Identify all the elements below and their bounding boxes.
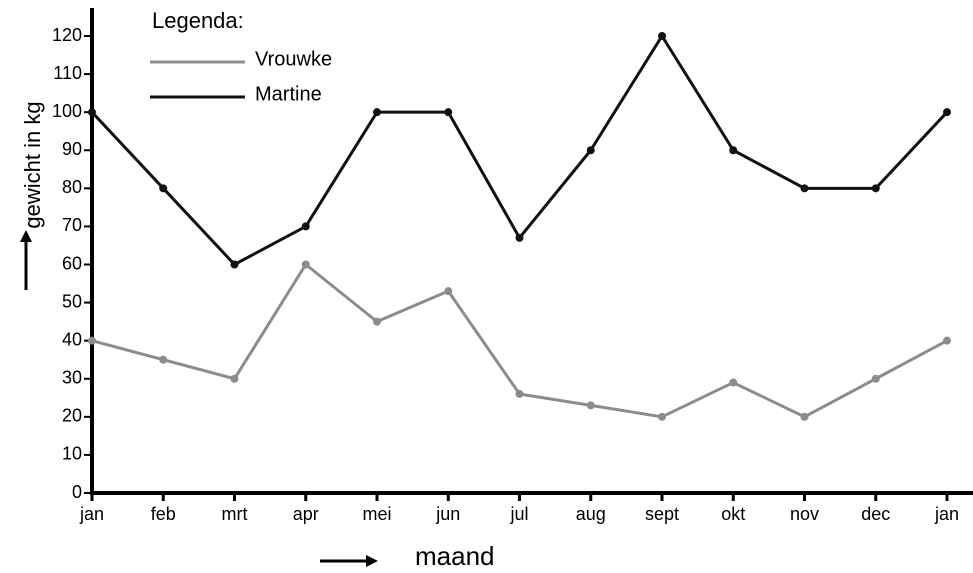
data-point: [444, 287, 453, 296]
y-tick-label: 70: [62, 215, 82, 235]
series-line: [90, 34, 949, 266]
x-tick-label: feb: [151, 504, 176, 524]
x-axis-label: maand: [415, 541, 495, 571]
x-tick-label: jan: [79, 504, 104, 524]
legend-title: Legenda:: [152, 8, 244, 33]
x-tick-label: okt: [721, 504, 745, 524]
data-point: [871, 184, 880, 193]
x-tick-label: sept: [645, 504, 679, 524]
data-point: [871, 374, 880, 383]
data-point: [444, 108, 453, 117]
x-tick-label: jun: [435, 504, 460, 524]
y-arrow-head: [20, 230, 32, 242]
x-arrow-head: [366, 555, 378, 567]
x-tick-label: mrt: [222, 504, 248, 524]
y-tick-label: 120: [52, 25, 82, 45]
y-label-group: gewicht in kg: [20, 101, 45, 228]
data-point: [943, 108, 951, 117]
data-point: [301, 222, 310, 231]
data-point: [800, 184, 809, 193]
data-point: [586, 401, 595, 410]
legend-label: Vrouwke: [255, 48, 332, 70]
data-point: [88, 108, 96, 117]
y-tick-label: 100: [52, 101, 82, 121]
data-point: [800, 412, 809, 421]
legend-label: Martine: [255, 83, 322, 105]
x-tick-label: dec: [861, 504, 890, 524]
y-tick-label: 30: [62, 368, 82, 388]
y-tick-label: 60: [62, 253, 82, 273]
data-point: [729, 378, 738, 387]
x-tick-label: nov: [790, 504, 819, 524]
data-point: [515, 389, 524, 398]
y-tick-label: 20: [62, 406, 82, 426]
data-point: [301, 260, 310, 269]
y-tick-label: 110: [53, 63, 82, 83]
x-tick-label: mei: [362, 504, 391, 524]
data-point: [586, 146, 595, 155]
data-point: [230, 260, 239, 269]
data-point: [515, 233, 524, 242]
data-point: [88, 336, 96, 345]
y-tick-label: 50: [62, 291, 82, 311]
data-point: [943, 336, 951, 345]
x-tick-label: aug: [576, 504, 606, 524]
y-tick-label: 10: [62, 444, 82, 464]
data-point: [159, 355, 168, 364]
data-point: [159, 184, 168, 193]
data-point: [658, 32, 666, 40]
y-tick-label: 80: [62, 177, 82, 197]
y-tick-label: 0: [72, 482, 82, 502]
x-tick-label: apr: [293, 504, 319, 524]
x-tick-label: jul: [509, 504, 528, 524]
y-tick-label: 90: [62, 139, 82, 159]
data-point: [373, 317, 381, 326]
data-point: [373, 108, 381, 117]
x-tick-label: jan: [934, 504, 959, 524]
data-point: [658, 412, 666, 421]
data-point: [729, 146, 738, 155]
y-tick-label: 40: [62, 329, 82, 349]
data-point: [230, 374, 239, 383]
y-axis-label: gewicht in kg: [20, 101, 45, 228]
